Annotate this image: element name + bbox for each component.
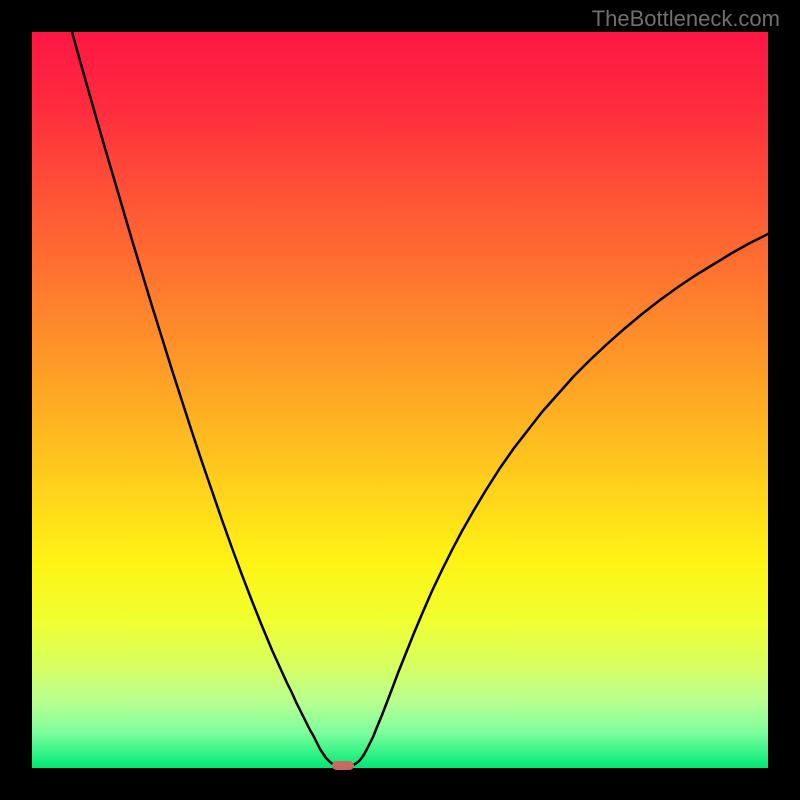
watermark-text: TheBottleneck.com	[592, 6, 780, 32]
plot-background	[32, 32, 768, 768]
optimum-marker	[332, 761, 354, 770]
bottleneck-chart	[0, 0, 800, 800]
